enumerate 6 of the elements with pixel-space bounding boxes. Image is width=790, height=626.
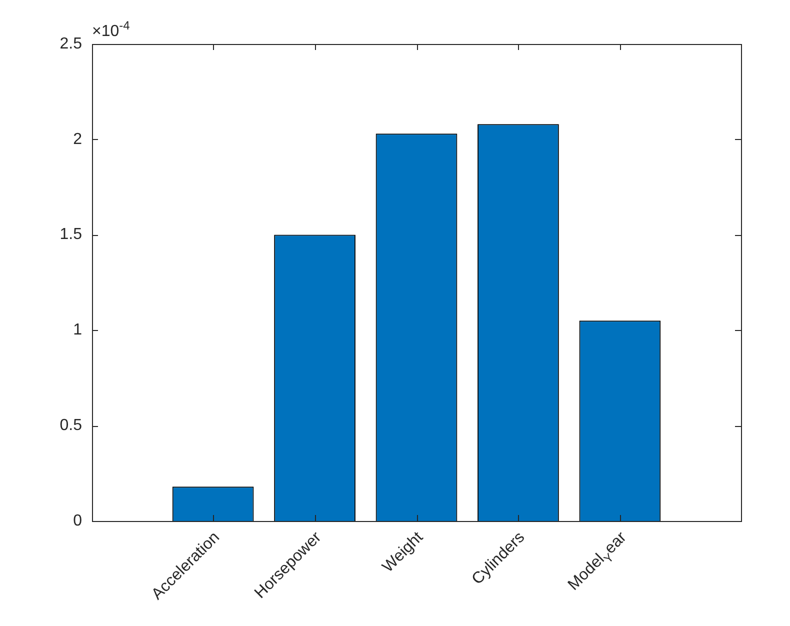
y-tick-label: 1.5 <box>60 226 82 244</box>
y-tick-label: 0.5 <box>60 417 82 434</box>
y-tick-label: 2.5 <box>60 35 82 52</box>
y-tick-label: 0 <box>73 512 82 530</box>
y-tick-label: 2 <box>73 130 82 148</box>
y-tick-label: 1 <box>73 322 82 339</box>
